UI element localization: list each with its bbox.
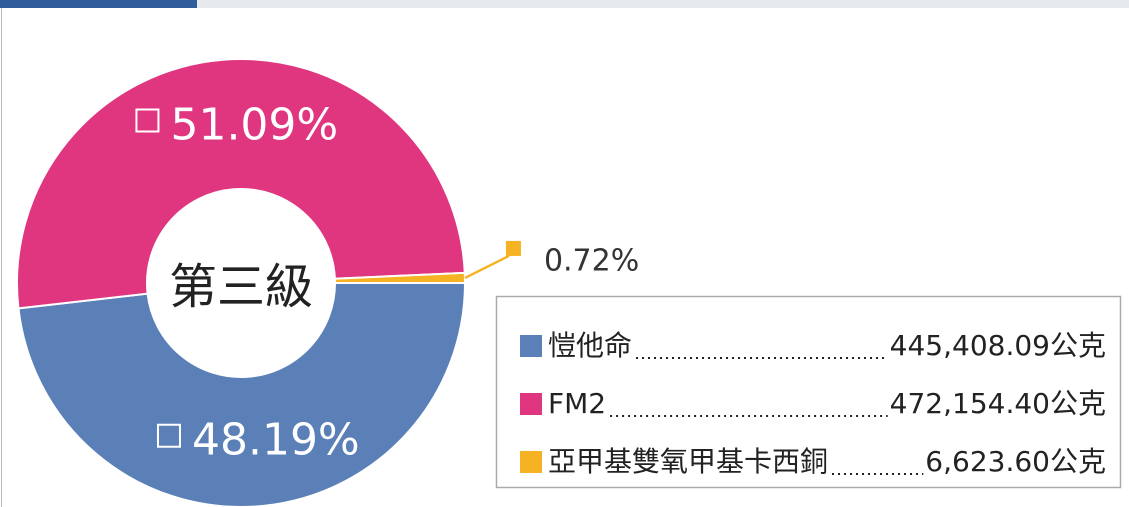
legend: 愷他命 445,408.09公克 FM2 472,154.40公克亞甲基雙氧甲基卡西銅…	[520, 329, 1106, 478]
legend-amount: 472,154.40公克	[890, 387, 1106, 420]
leader-marker	[505, 240, 521, 256]
value-label: 51.09%	[170, 99, 338, 150]
donut-slice	[333, 271, 467, 284]
leader-line	[464, 254, 510, 280]
legend-label: FM2	[548, 387, 606, 420]
donut-slice	[17, 282, 467, 507]
donut-slice	[16, 58, 466, 310]
value-label: 0.72%	[544, 243, 639, 278]
legend-label: 亞甲基雙氧甲基卡西銅	[548, 445, 828, 478]
top-bar	[0, 0, 1129, 8]
legend-amount: 445,408.09公克	[890, 329, 1106, 362]
legend-swatch	[520, 393, 542, 415]
label-box	[135, 108, 160, 133]
value-label: 48.19%	[192, 415, 360, 466]
legend-swatch	[520, 335, 542, 357]
donut	[16, 58, 467, 507]
label-box	[156, 423, 181, 448]
legend-label: 愷他命	[548, 329, 632, 362]
legend-swatch	[520, 451, 542, 473]
legend-box	[495, 295, 1122, 489]
top-tab	[0, 0, 197, 8]
legend-amount: 6,623.60公克	[925, 445, 1106, 478]
center-label: 第三級	[169, 259, 313, 315]
